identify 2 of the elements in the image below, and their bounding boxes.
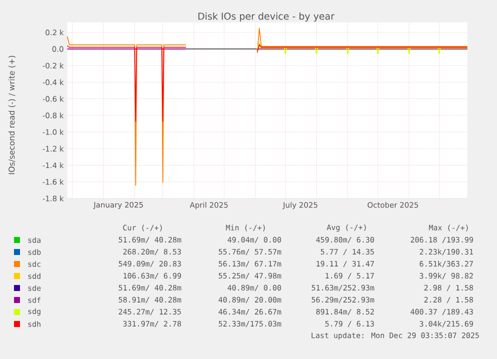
- chart-title: Disk IOs per device - by year: [198, 12, 335, 22]
- y-axis-title: IOs/second read (-) / write (+): [8, 56, 16, 174]
